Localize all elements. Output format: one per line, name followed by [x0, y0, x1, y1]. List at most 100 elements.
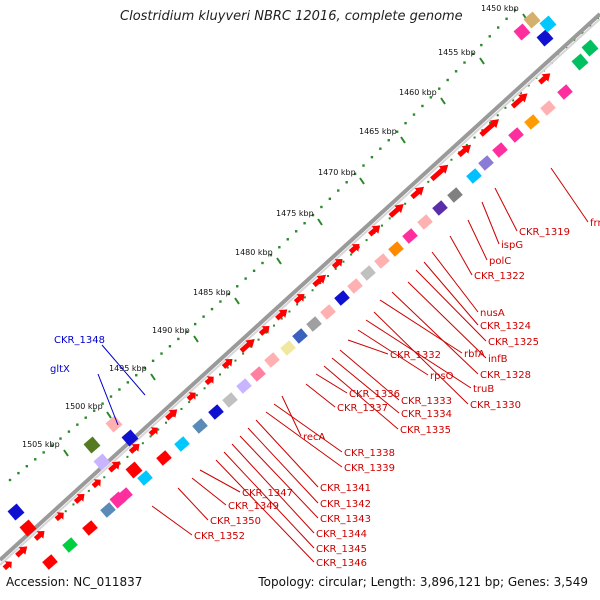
reverse-gene-block: [557, 84, 573, 100]
inner-tick-dot: [573, 39, 576, 42]
gene-label: rbfA: [464, 349, 485, 360]
gene-label: CKR_1334: [401, 409, 452, 420]
inner-tick-dot: [388, 217, 391, 220]
forward-gene-arrow: [479, 119, 500, 137]
gene-leader-line: [231, 443, 315, 534]
forward-gene-arrow: [15, 546, 28, 558]
backbone-line: [0, 12, 600, 562]
forward-gene-arrow: [2, 561, 12, 571]
forward-gene-arrow: [186, 392, 196, 402]
tick-dot: [337, 189, 340, 192]
gene-label: CKR_1345: [316, 544, 367, 555]
kbp-label: 1455 kbp: [438, 48, 476, 57]
inner-tick-dot: [72, 503, 75, 506]
gene-label: CKR_1333: [401, 396, 452, 407]
tick-dot: [193, 322, 197, 326]
inner-tick-dot: [581, 32, 584, 35]
tick-dot: [488, 35, 491, 38]
tick-dot: [387, 139, 390, 142]
tick-dot: [269, 253, 273, 257]
inner-tick-dot: [342, 260, 345, 263]
gene-label: CKR_1338: [344, 448, 395, 459]
reverse-gene-block: [388, 241, 404, 257]
gene-label: frr: [590, 218, 600, 229]
reverse-gene-block: [334, 290, 350, 306]
gene-label: CKR_1350: [210, 516, 261, 527]
forward-gene-arrow: [331, 259, 343, 269]
inner-tick-dot: [350, 253, 353, 256]
forward-gene-arrow: [457, 144, 472, 158]
tick-dot: [202, 315, 205, 318]
tick-dot: [294, 230, 298, 233]
inner-tick-dot: [404, 202, 407, 205]
kbp-major-tick: [150, 373, 156, 381]
gene-leader-line: [373, 311, 469, 405]
reverse-gene-block: [478, 155, 494, 171]
gene-leader-line: [415, 269, 487, 342]
outer-gene-block: [93, 453, 111, 471]
tick-dot: [429, 96, 433, 99]
kbp-major-tick: [359, 177, 365, 185]
tick-dot: [67, 430, 71, 433]
tick-dot: [286, 238, 289, 241]
kbp-major-tick: [400, 136, 406, 144]
forward-gene-arrow: [165, 409, 178, 421]
inner-tick-dot: [334, 267, 337, 270]
outer-gene-block: [513, 23, 531, 41]
gene-label: CKR_1346: [316, 558, 367, 569]
reverse-gene-block: [280, 340, 296, 356]
reverse-gene-block: [250, 366, 266, 382]
inner-tick-dot: [188, 401, 191, 404]
forward-gene-arrow: [33, 531, 45, 541]
tick-dot: [109, 395, 113, 398]
tick-dot: [454, 70, 458, 73]
inner-tick-dot: [180, 407, 183, 410]
reverse-gene-block: [62, 537, 78, 553]
tick-dot: [17, 471, 20, 475]
reverse-gene-block: [320, 304, 336, 320]
forward-gene-arrow: [148, 427, 158, 437]
gene-label: CKR_1337: [337, 403, 388, 414]
tick-dot: [320, 205, 323, 209]
tick-dot: [379, 147, 382, 150]
tick-dot: [278, 246, 281, 249]
genome-backbone: [0, 12, 600, 566]
inner-tick-dot: [226, 366, 229, 369]
outer-gene-block: [121, 429, 139, 447]
gene-label: CKR_1336: [349, 389, 400, 400]
gene-leader-line-blue: [101, 344, 146, 396]
gene-leader-line: [347, 339, 389, 355]
kbp-major-tick: [234, 297, 240, 305]
kbp-major-tick: [106, 411, 112, 419]
gene-track: [2, 11, 599, 571]
tick-dot: [76, 423, 79, 426]
outer-gene-block: [536, 29, 554, 47]
reverse-gene-block: [42, 554, 58, 570]
kbp-label: 1470 kbp: [318, 168, 356, 177]
inner-tick-dot: [465, 143, 468, 146]
gene-leader-line: [215, 459, 315, 563]
inner-tick-dot: [242, 352, 245, 355]
gene-label-blue: gltX: [50, 364, 70, 375]
tick-dot: [370, 155, 374, 159]
gene-leader-line: [449, 235, 473, 276]
reverse-gene-block: [82, 520, 98, 536]
forward-gene-arrow: [293, 294, 305, 304]
reverse-gene-block: [347, 278, 363, 294]
inner-tick-dot: [165, 421, 167, 424]
inner-tick-dot: [489, 121, 491, 124]
kbp-label: 1465 kbp: [359, 127, 397, 136]
reverse-gene-block: [360, 265, 376, 281]
inner-tick-dot: [473, 136, 476, 139]
tick-dot: [395, 130, 399, 133]
forward-gene-arrow: [239, 339, 255, 353]
outer-gene-block: [523, 11, 541, 29]
gene-label: CKR_1322: [474, 271, 525, 282]
inner-tick-dot: [519, 91, 522, 94]
kbp-label: 1505 kbp: [22, 440, 60, 449]
reverse-gene-block: [374, 253, 390, 269]
gene-leader-line: [494, 187, 518, 232]
tick-dot: [244, 277, 247, 280]
gene-leader-line: [247, 427, 319, 504]
kbp-label: 1495 kbp: [109, 364, 147, 373]
